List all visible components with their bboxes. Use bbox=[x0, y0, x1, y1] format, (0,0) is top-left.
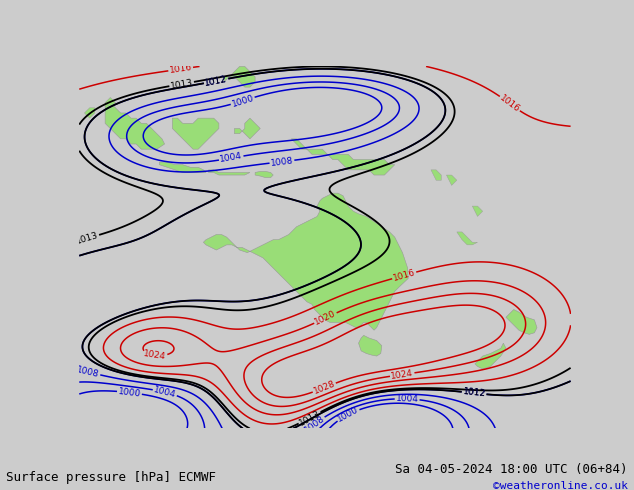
Text: ©weatheronline.co.uk: ©weatheronline.co.uk bbox=[493, 481, 628, 490]
Text: 1008: 1008 bbox=[76, 365, 100, 379]
Polygon shape bbox=[255, 172, 273, 178]
Polygon shape bbox=[291, 139, 395, 175]
Text: 1000: 1000 bbox=[117, 387, 141, 398]
Polygon shape bbox=[105, 98, 115, 108]
Text: 1012: 1012 bbox=[204, 74, 228, 88]
Polygon shape bbox=[172, 118, 219, 149]
Text: 1000: 1000 bbox=[230, 93, 255, 109]
Text: 1004: 1004 bbox=[219, 152, 243, 165]
Text: 1008: 1008 bbox=[270, 156, 294, 168]
Text: 1004: 1004 bbox=[153, 385, 177, 399]
Text: Surface pressure [hPa] ECMWF: Surface pressure [hPa] ECMWF bbox=[6, 471, 216, 484]
Text: 1012: 1012 bbox=[462, 388, 486, 399]
Text: 1013: 1013 bbox=[75, 231, 100, 246]
Polygon shape bbox=[84, 108, 94, 118]
Text: 1016: 1016 bbox=[392, 268, 417, 283]
Text: 1013: 1013 bbox=[297, 408, 322, 427]
Text: 1016: 1016 bbox=[169, 63, 193, 75]
Text: 1004: 1004 bbox=[396, 394, 418, 404]
Polygon shape bbox=[224, 67, 255, 87]
Text: 1013: 1013 bbox=[169, 77, 194, 91]
Polygon shape bbox=[235, 118, 261, 139]
Text: 1000: 1000 bbox=[336, 405, 360, 424]
Polygon shape bbox=[359, 335, 382, 356]
Text: 1012: 1012 bbox=[204, 74, 228, 88]
Text: 1016: 1016 bbox=[498, 93, 522, 114]
Polygon shape bbox=[209, 170, 250, 175]
Text: 1012: 1012 bbox=[462, 388, 486, 399]
Polygon shape bbox=[105, 102, 165, 149]
Polygon shape bbox=[159, 162, 206, 172]
Polygon shape bbox=[204, 193, 408, 330]
Polygon shape bbox=[431, 170, 441, 180]
Text: 1024: 1024 bbox=[391, 368, 414, 381]
Text: 1020: 1020 bbox=[313, 309, 338, 327]
Polygon shape bbox=[475, 343, 506, 369]
Text: Sa 04-05-2024 18:00 UTC (06+84): Sa 04-05-2024 18:00 UTC (06+84) bbox=[395, 463, 628, 476]
Text: 1028: 1028 bbox=[312, 379, 337, 396]
Polygon shape bbox=[457, 232, 477, 245]
Text: 1024: 1024 bbox=[143, 349, 167, 362]
Polygon shape bbox=[506, 310, 537, 334]
Polygon shape bbox=[446, 175, 457, 185]
Text: 1008: 1008 bbox=[302, 414, 327, 434]
Polygon shape bbox=[472, 206, 482, 217]
